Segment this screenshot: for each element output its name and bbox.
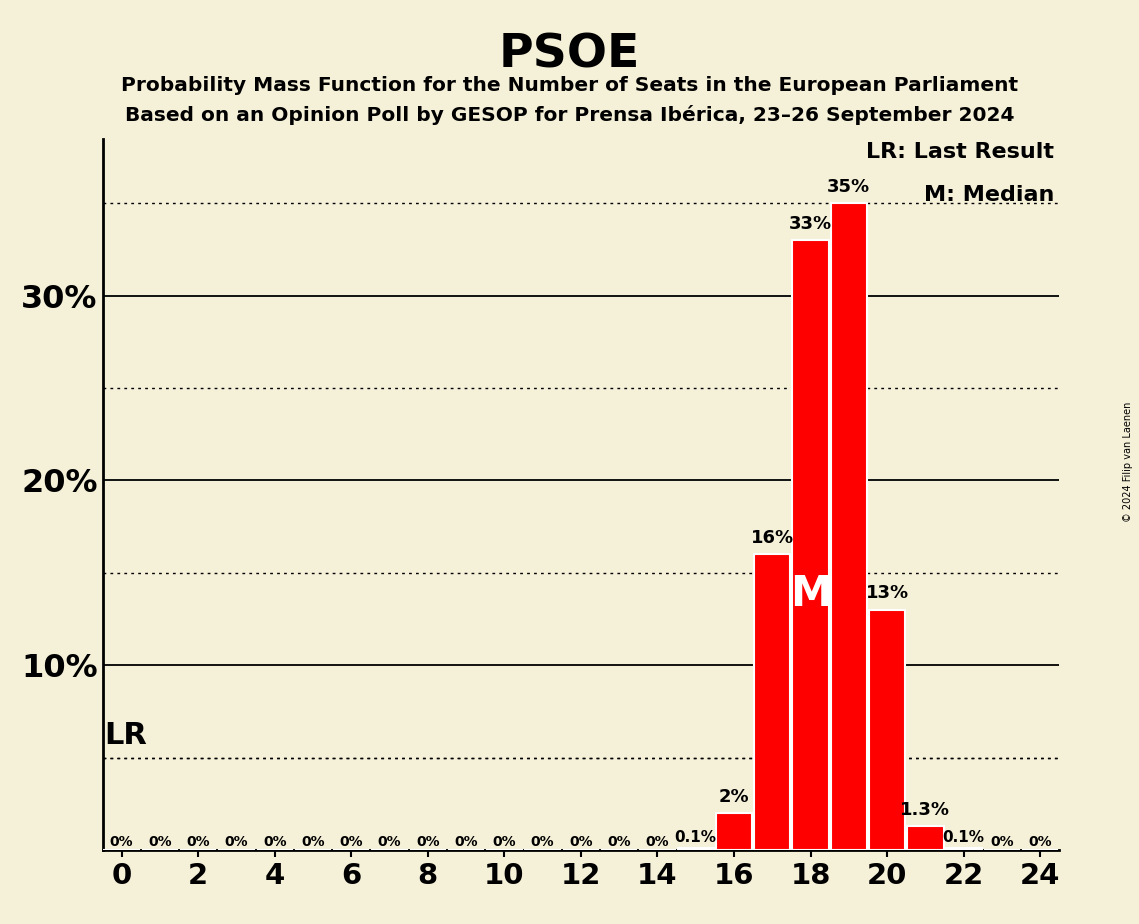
- Text: 0%: 0%: [263, 835, 287, 849]
- Text: © 2024 Filip van Laenen: © 2024 Filip van Laenen: [1123, 402, 1133, 522]
- Text: 0.1%: 0.1%: [674, 830, 716, 845]
- Bar: [754, 554, 790, 850]
- Text: Probability Mass Function for the Number of Seats in the European Parliament: Probability Mass Function for the Number…: [121, 76, 1018, 95]
- Text: 0%: 0%: [454, 835, 478, 849]
- Text: 13%: 13%: [866, 585, 909, 602]
- Bar: [830, 203, 867, 850]
- Text: 0%: 0%: [187, 835, 210, 849]
- Text: 0%: 0%: [990, 835, 1014, 849]
- Text: 35%: 35%: [827, 178, 870, 196]
- Bar: [793, 240, 829, 850]
- Text: 0%: 0%: [1029, 835, 1052, 849]
- Text: 0.1%: 0.1%: [943, 830, 984, 845]
- Text: 0%: 0%: [416, 835, 440, 849]
- Text: LR: Last Result: LR: Last Result: [867, 142, 1055, 162]
- Text: 0%: 0%: [339, 835, 363, 849]
- Bar: [869, 610, 906, 850]
- Text: 33%: 33%: [789, 215, 833, 233]
- Text: 0%: 0%: [224, 835, 248, 849]
- Text: 0%: 0%: [109, 835, 133, 849]
- Text: 16%: 16%: [751, 529, 794, 547]
- Text: M: Median: M: Median: [924, 185, 1055, 205]
- Text: 0%: 0%: [607, 835, 631, 849]
- Bar: [715, 813, 752, 850]
- Text: 0%: 0%: [378, 835, 401, 849]
- Text: 0%: 0%: [492, 835, 516, 849]
- Text: 0%: 0%: [531, 835, 555, 849]
- Text: PSOE: PSOE: [499, 32, 640, 78]
- Text: 2%: 2%: [719, 788, 749, 806]
- Text: 0%: 0%: [570, 835, 592, 849]
- Text: LR: LR: [105, 722, 147, 750]
- Bar: [678, 848, 714, 850]
- Text: M: M: [789, 573, 831, 615]
- Bar: [945, 848, 982, 850]
- Bar: [907, 826, 943, 850]
- Text: 0%: 0%: [148, 835, 172, 849]
- Text: 0%: 0%: [301, 835, 325, 849]
- Text: 0%: 0%: [646, 835, 670, 849]
- Text: 1.3%: 1.3%: [900, 801, 950, 819]
- Text: Based on an Opinion Poll by GESOP for Prensa Ibérica, 23–26 September 2024: Based on an Opinion Poll by GESOP for Pr…: [125, 105, 1014, 126]
